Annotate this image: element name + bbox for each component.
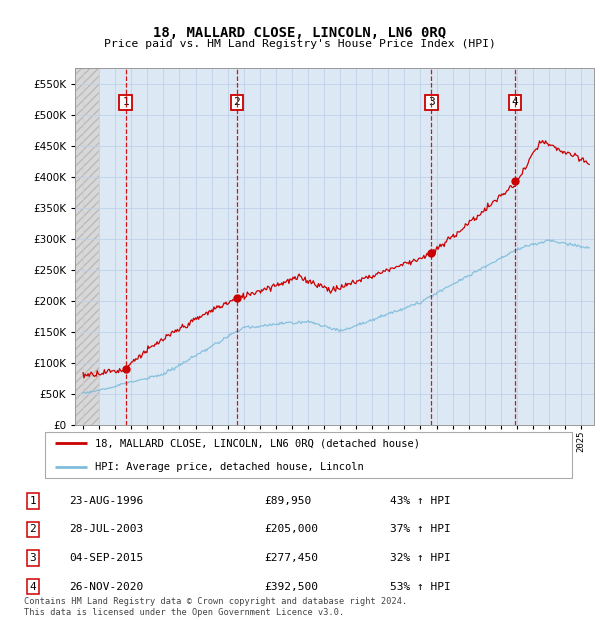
Text: £205,000: £205,000 bbox=[264, 525, 318, 534]
Text: 4: 4 bbox=[29, 582, 37, 591]
Text: 37% ↑ HPI: 37% ↑ HPI bbox=[390, 525, 451, 534]
Text: Contains HM Land Registry data © Crown copyright and database right 2024.
This d: Contains HM Land Registry data © Crown c… bbox=[24, 598, 407, 617]
Text: 32% ↑ HPI: 32% ↑ HPI bbox=[390, 553, 451, 563]
Text: 28-JUL-2003: 28-JUL-2003 bbox=[69, 525, 143, 534]
Text: 2: 2 bbox=[29, 525, 37, 534]
FancyBboxPatch shape bbox=[44, 432, 572, 479]
Text: 4: 4 bbox=[512, 97, 518, 107]
Text: 2: 2 bbox=[233, 97, 240, 107]
Text: 04-SEP-2015: 04-SEP-2015 bbox=[69, 553, 143, 563]
Bar bbox=[75, 68, 99, 425]
Text: 18, MALLARD CLOSE, LINCOLN, LN6 0RQ: 18, MALLARD CLOSE, LINCOLN, LN6 0RQ bbox=[154, 26, 446, 40]
Text: 1: 1 bbox=[29, 496, 37, 506]
Text: £277,450: £277,450 bbox=[264, 553, 318, 563]
Text: 43% ↑ HPI: 43% ↑ HPI bbox=[390, 496, 451, 506]
Text: £89,950: £89,950 bbox=[264, 496, 311, 506]
Text: 18, MALLARD CLOSE, LINCOLN, LN6 0RQ (detached house): 18, MALLARD CLOSE, LINCOLN, LN6 0RQ (det… bbox=[95, 438, 421, 448]
Text: 26-NOV-2020: 26-NOV-2020 bbox=[69, 582, 143, 591]
Text: 3: 3 bbox=[428, 97, 435, 107]
Text: £392,500: £392,500 bbox=[264, 582, 318, 591]
Text: 3: 3 bbox=[29, 553, 37, 563]
Text: Price paid vs. HM Land Registry's House Price Index (HPI): Price paid vs. HM Land Registry's House … bbox=[104, 39, 496, 49]
Text: 53% ↑ HPI: 53% ↑ HPI bbox=[390, 582, 451, 591]
Text: 1: 1 bbox=[122, 97, 129, 107]
Text: HPI: Average price, detached house, Lincoln: HPI: Average price, detached house, Linc… bbox=[95, 462, 364, 472]
Text: 23-AUG-1996: 23-AUG-1996 bbox=[69, 496, 143, 506]
